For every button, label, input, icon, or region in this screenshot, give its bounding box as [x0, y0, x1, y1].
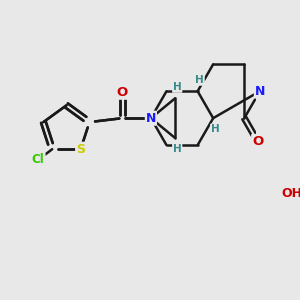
Text: S: S [76, 143, 85, 156]
Text: Cl: Cl [32, 153, 44, 167]
Text: O: O [252, 135, 263, 148]
Text: H: H [173, 82, 182, 92]
Text: N: N [255, 85, 265, 98]
Text: O: O [117, 85, 128, 99]
Text: Cl: Cl [32, 153, 44, 167]
Text: H: H [195, 75, 204, 85]
Text: O: O [117, 85, 128, 99]
Text: N: N [146, 112, 156, 125]
Text: H: H [211, 124, 220, 134]
Text: H: H [173, 144, 182, 154]
Text: N: N [146, 112, 156, 125]
Text: S: S [76, 143, 85, 156]
Text: OH: OH [282, 187, 300, 200]
